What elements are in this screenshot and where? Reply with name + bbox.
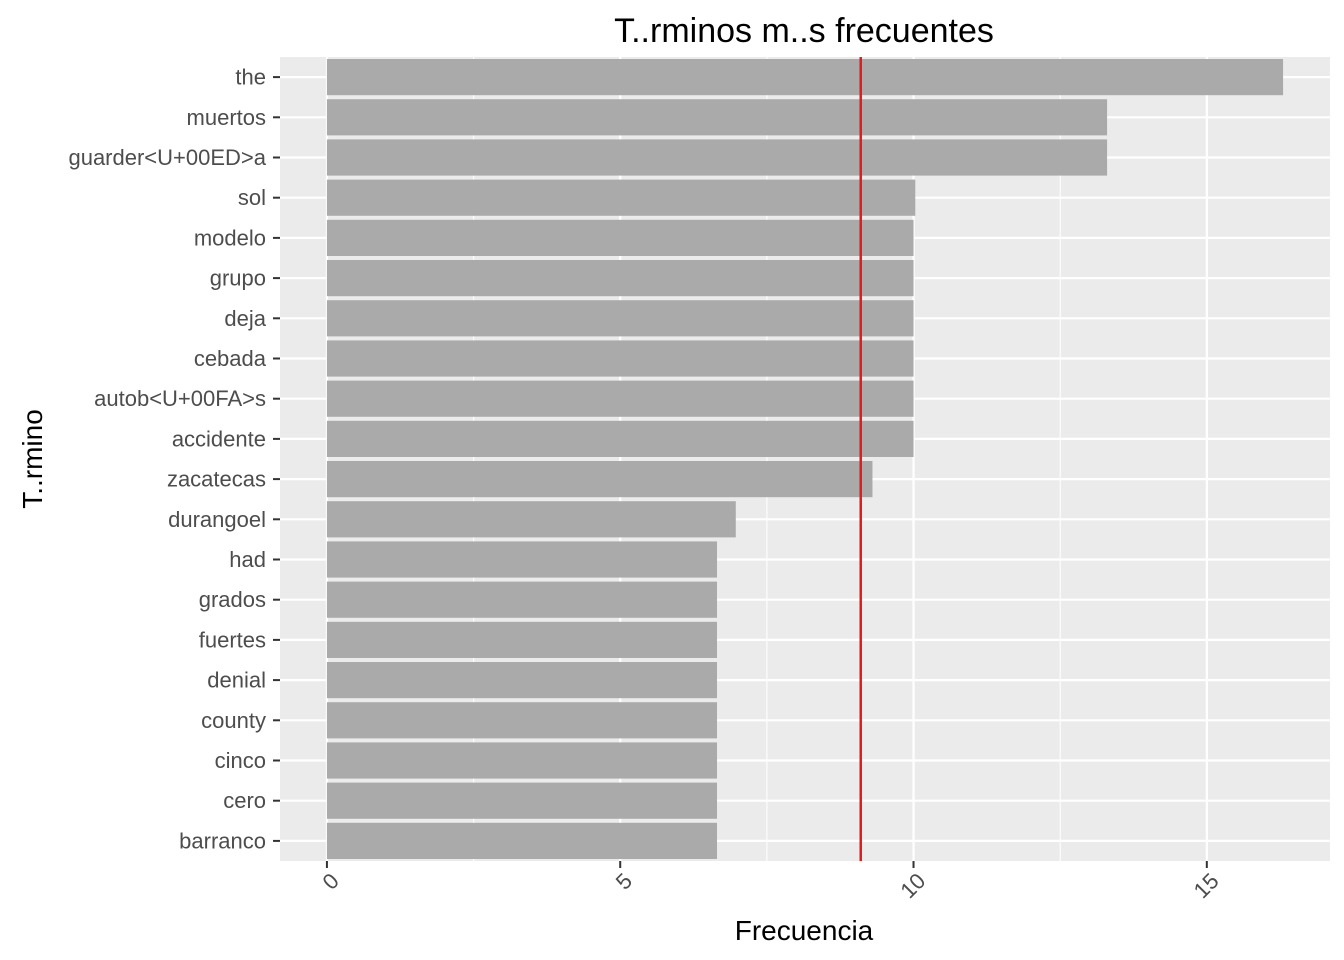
bar: [326, 541, 718, 578]
y-tick-label: modelo: [194, 225, 266, 250]
y-tick-label: cebada: [194, 346, 267, 371]
y-tick-label: cero: [223, 788, 266, 813]
y-tick-label: accidente: [172, 426, 266, 451]
y-tick-label: denial: [207, 668, 266, 693]
x-axis-ticks: 0 5 10 15: [317, 861, 1224, 903]
y-tick-label: guarder<U+00ED>a: [68, 145, 266, 170]
bar: [326, 742, 718, 779]
x-tick-label: 0: [317, 868, 343, 894]
bar: [326, 219, 914, 256]
bar: [326, 581, 718, 618]
plot-panel: [280, 57, 1330, 861]
y-axis-ticks: the muertos guarder<U+00ED>a sol modelo grupo…: [68, 65, 280, 853]
bar: [326, 702, 718, 739]
y-tick-label: the: [235, 65, 266, 90]
y-tick-label: barranco: [179, 828, 266, 853]
y-tick-label: had: [229, 547, 266, 572]
bar: [326, 99, 1108, 136]
bar: [326, 139, 1108, 176]
bar: [326, 260, 914, 297]
y-tick-label: autob<U+00FA>s: [94, 386, 266, 411]
y-tick-label: muertos: [187, 105, 266, 130]
x-axis-title: Frecuencia: [735, 915, 874, 946]
bar: [326, 822, 718, 859]
bar: [326, 59, 1284, 96]
y-tick-label: sol: [238, 185, 266, 210]
bar: [326, 621, 718, 658]
x-tick-label: 5: [611, 868, 637, 894]
chart-title: T..rminos m..s frecuentes: [614, 12, 994, 50]
bar: [326, 179, 916, 216]
bars: [326, 59, 1284, 859]
x-tick-label: 10: [895, 868, 930, 903]
y-tick-label: deja: [224, 306, 266, 331]
y-tick-label: cinco: [215, 748, 266, 773]
bar: [326, 380, 914, 417]
y-tick-label: durangoel: [168, 507, 266, 532]
bar: [326, 340, 914, 377]
bar: [326, 420, 914, 457]
y-tick-label: grupo: [210, 266, 266, 291]
y-tick-label: fuertes: [199, 627, 266, 652]
y-axis-title: T..rmino: [17, 409, 48, 509]
bar: [326, 300, 914, 337]
x-tick-label: 15: [1189, 868, 1224, 903]
y-tick-label: zacatecas: [167, 467, 266, 492]
bar: [326, 501, 736, 538]
y-tick-label: county: [201, 708, 266, 733]
bar: [326, 662, 718, 699]
y-tick-label: grados: [199, 587, 266, 612]
bar: [326, 461, 873, 498]
bar: [326, 782, 718, 819]
